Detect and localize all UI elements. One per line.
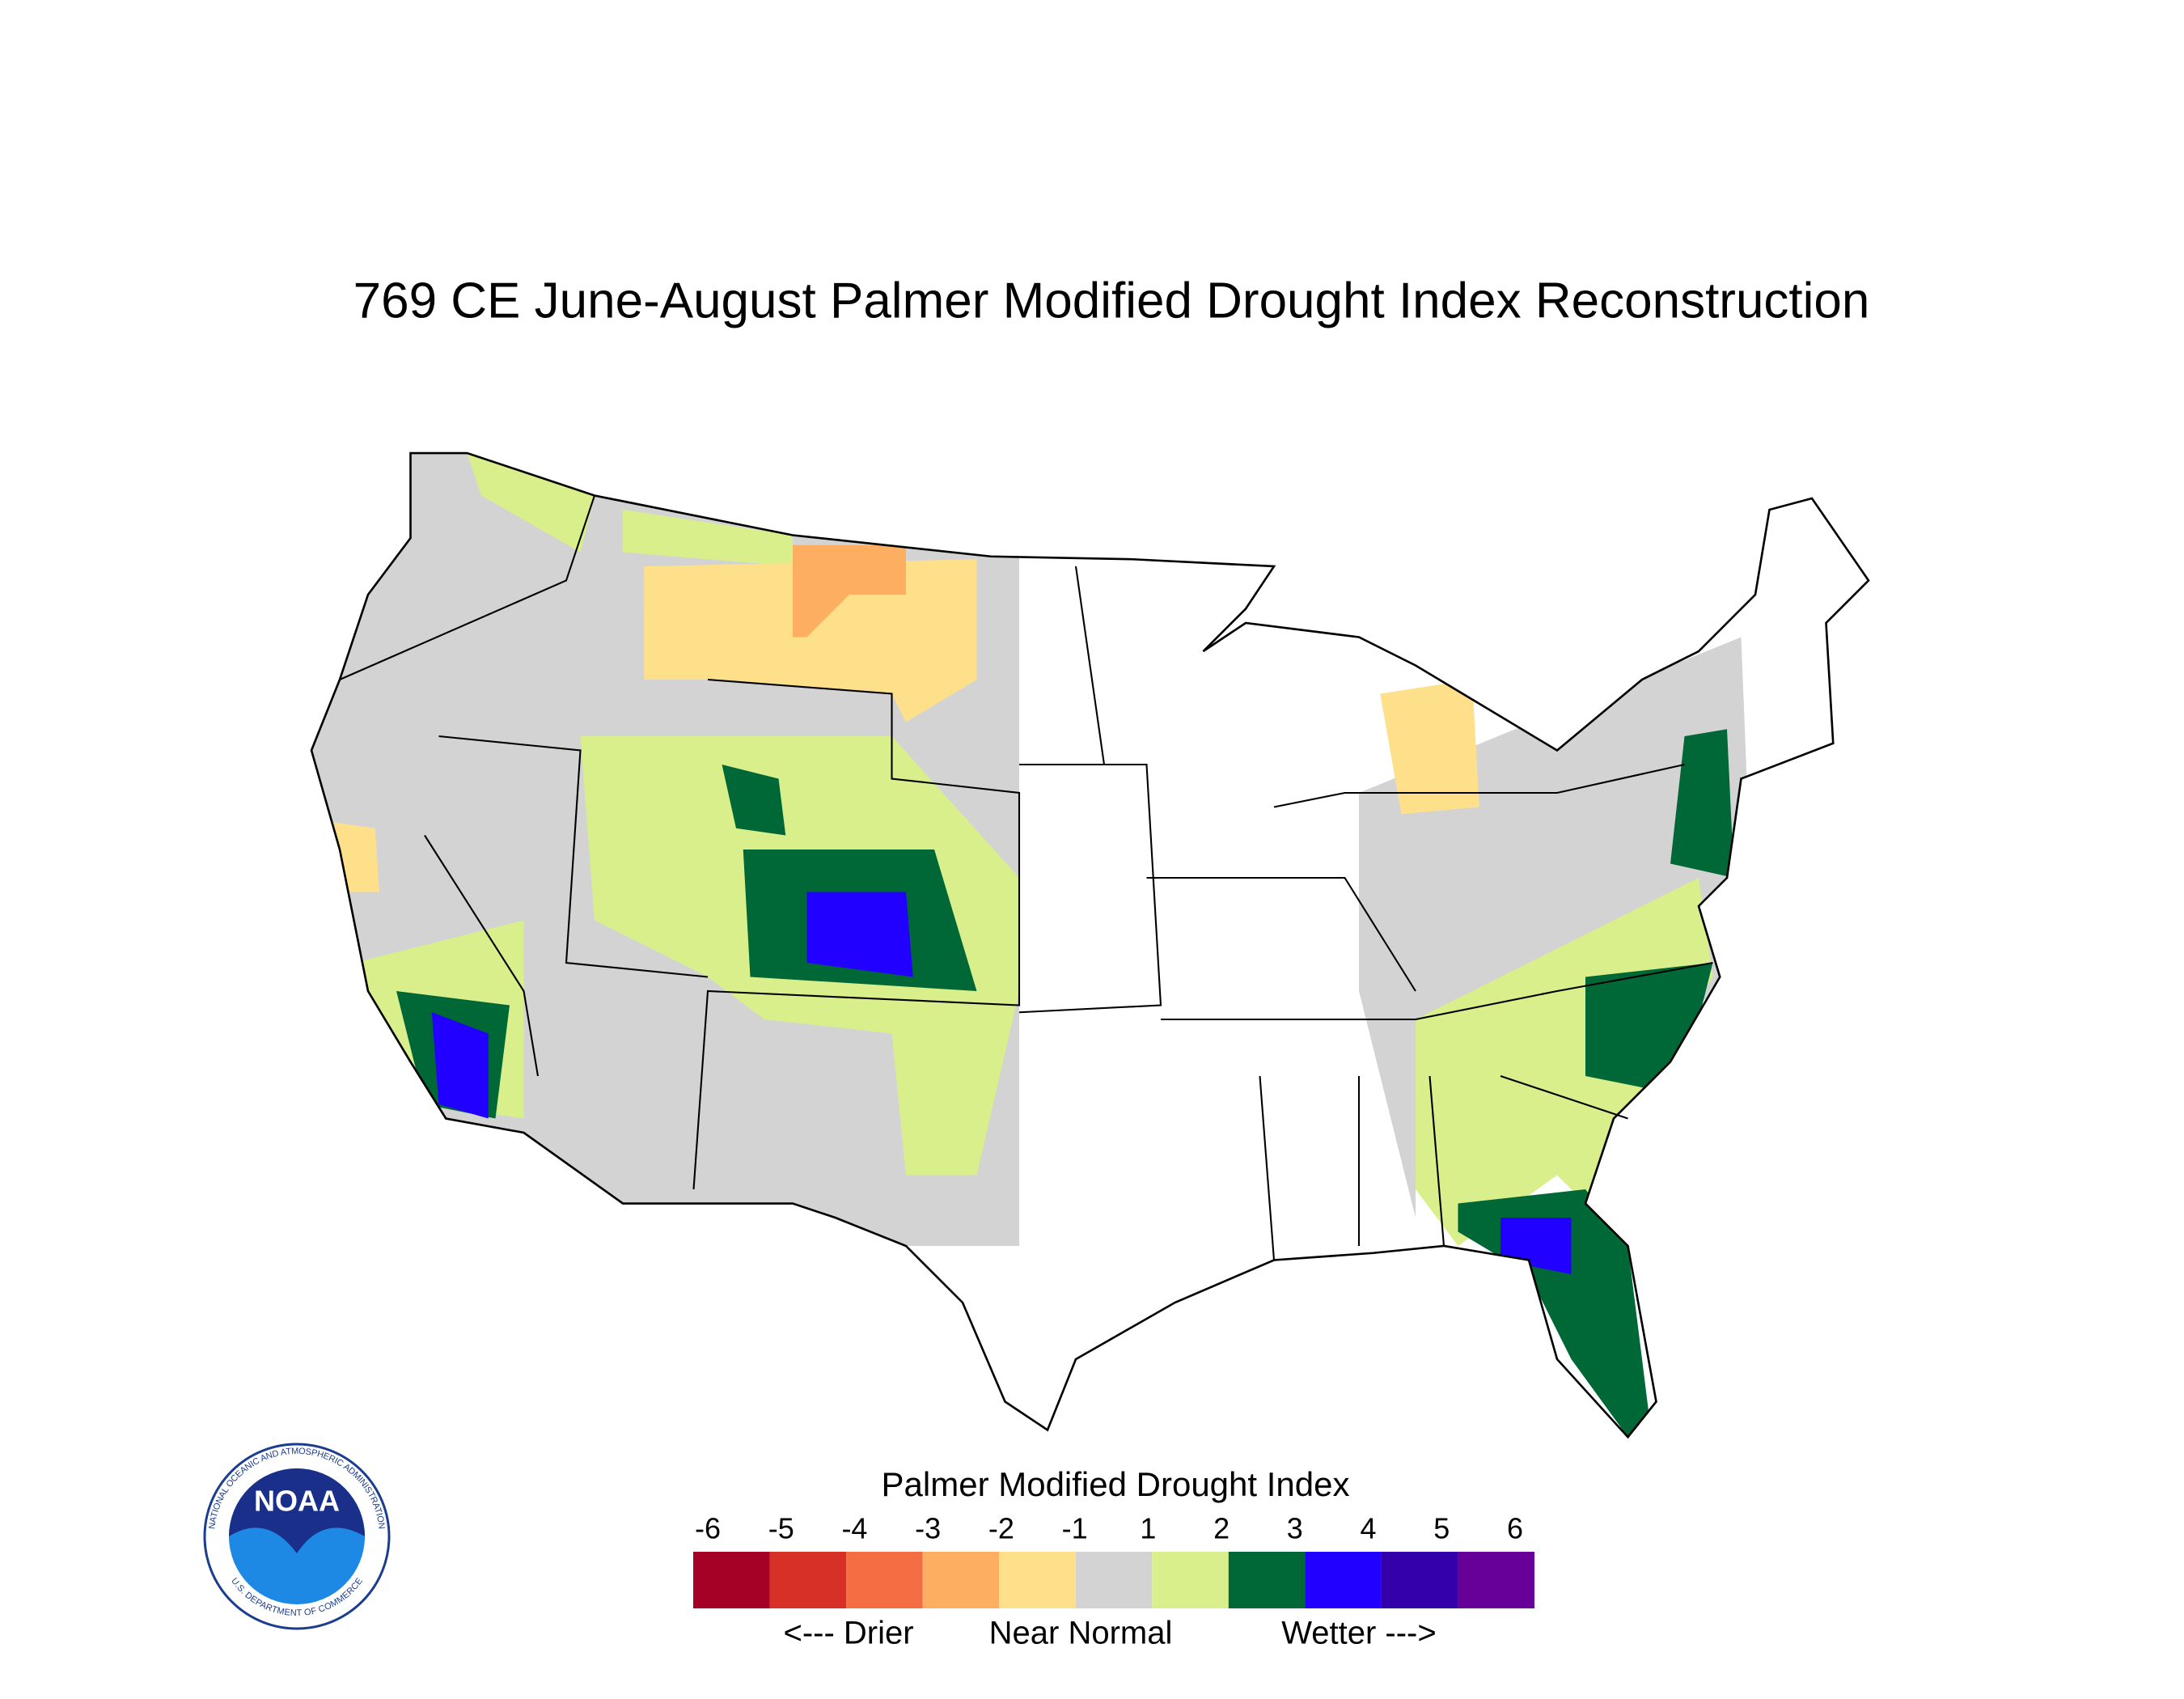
region <box>1670 729 1734 878</box>
legend-label: 2 <box>1213 1512 1230 1545</box>
region <box>467 453 595 553</box>
region <box>623 510 793 566</box>
legend-swatch <box>1305 1552 1382 1608</box>
region <box>806 892 913 977</box>
us-outline <box>310 451 1870 1439</box>
legend-swatch <box>1381 1552 1458 1608</box>
legend-swatch <box>1075 1552 1153 1608</box>
legend-label: -2 <box>988 1512 1014 1545</box>
legend-label: 5 <box>1433 1512 1450 1545</box>
legend-swatch <box>769 1552 847 1608</box>
logo-name: NOAA <box>254 1485 340 1518</box>
legend-label: -3 <box>915 1512 941 1545</box>
map <box>310 451 1870 1439</box>
region <box>1416 878 1713 1246</box>
legend-label: 6 <box>1507 1512 1523 1545</box>
region <box>793 544 906 638</box>
legend-swatch <box>693 1552 770 1608</box>
legend-label: -4 <box>841 1512 867 1545</box>
legend-label: -1 <box>1062 1512 1088 1545</box>
legend-swatch <box>1228 1552 1306 1608</box>
legend-swatch <box>1152 1552 1229 1608</box>
legend-label: 3 <box>1287 1512 1303 1545</box>
region <box>722 765 786 836</box>
legend-label: -6 <box>695 1512 721 1545</box>
legend-swatch <box>999 1552 1076 1608</box>
legend-title: Palmer Modified Drought Index <box>882 1465 1350 1503</box>
legend-swatch <box>1458 1552 1534 1608</box>
legend: Palmer Modified Drought Index -6 -5 -4 -3 -2… <box>693 1465 1534 1651</box>
region <box>325 821 379 892</box>
legend-label: 4 <box>1361 1512 1377 1545</box>
legend-label: -5 <box>768 1512 794 1545</box>
region <box>1380 680 1479 815</box>
state-lines <box>339 495 1713 1260</box>
noaa-logo: NOAA NATIONAL OCEANIC AND ATMOSPHERIC AD… <box>203 1443 391 1630</box>
region <box>1585 963 1713 1091</box>
legend-caption: <--- Drier <box>783 1616 913 1651</box>
title: 769 CE June-August Palmer Modified Droug… <box>353 273 1870 328</box>
legend-caption: Wetter ---> <box>1281 1616 1437 1651</box>
legend-swatch <box>846 1552 923 1608</box>
region <box>1500 1218 1572 1274</box>
legend-swatch <box>922 1552 1000 1608</box>
region <box>644 559 977 722</box>
region <box>431 1012 489 1119</box>
logo-sky <box>229 1468 365 1553</box>
legend-label: 1 <box>1140 1512 1156 1545</box>
legend-caption: Near Normal <box>989 1616 1173 1651</box>
